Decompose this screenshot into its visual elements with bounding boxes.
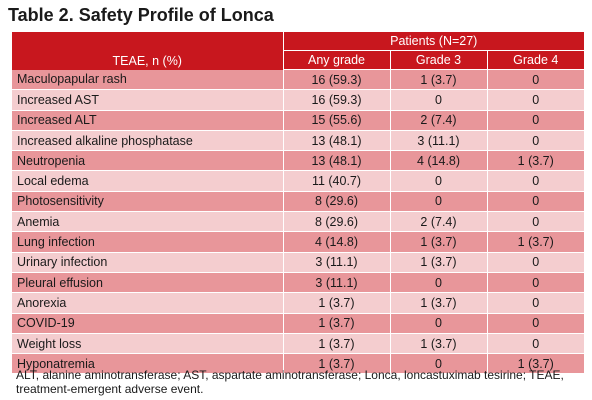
teae-name-cell: Increased AST	[12, 89, 283, 111]
grade-4-cell: 1 (3.7)	[486, 150, 584, 172]
grade-3-cell: 4 (14.8)	[389, 150, 487, 172]
teae-name-cell: Pleural effusion	[12, 272, 283, 294]
grade-4-cell: 0	[486, 333, 584, 355]
any-grade-cell: 16 (59.3)	[282, 69, 390, 91]
table-row: Anorexia 1 (3.7) 1 (3.7) 0	[12, 292, 584, 314]
any-grade-cell: 16 (59.3)	[282, 89, 390, 111]
patients-group-header: Patients (N=27)	[282, 32, 584, 51]
grade-4-cell: 0	[486, 69, 584, 91]
teae-column-header: TEAE, n (%)	[12, 32, 283, 70]
table-row: Pleural effusion 3 (11.1) 0 0	[12, 272, 584, 294]
table-row: Urinary infection 3 (11.1) 1 (3.7) 0	[12, 252, 584, 273]
any-grade-column-header: Any grade	[282, 50, 390, 70]
any-grade-cell: 4 (14.8)	[282, 231, 390, 253]
any-grade-cell: 1 (3.7)	[282, 292, 390, 314]
table-row: Increased AST 16 (59.3) 0 0	[12, 89, 584, 111]
grade-4-column-header: Grade 4	[486, 50, 584, 70]
table-row: Neutropenia 13 (48.1) 4 (14.8) 1 (3.7)	[12, 150, 584, 172]
table-body: Maculopapular rash 16 (59.3) 1 (3.7) 0 Incre…	[12, 69, 584, 375]
any-grade-cell: 1 (3.7)	[282, 333, 390, 355]
grade-4-cell: 0	[486, 170, 584, 192]
table-row: Hyponatremia 1 (3.7) 0 1 (3.7)	[12, 353, 584, 375]
teae-name-cell: Maculopapular rash	[12, 69, 283, 91]
grade-4-cell: 0	[486, 130, 584, 152]
teae-name-cell: Urinary infection	[12, 252, 283, 273]
grade-3-cell: 1 (3.7)	[389, 292, 487, 314]
any-grade-cell: 13 (48.1)	[282, 150, 390, 172]
header-row-columns: Any grade Grade 3 Grade 4	[12, 50, 584, 70]
header-row-group: TEAE, n (%) Patients (N=27)	[12, 32, 584, 70]
grade-3-column-header: Grade 3	[389, 50, 487, 70]
any-grade-cell: 13 (48.1)	[282, 130, 390, 152]
teae-name-cell: Anemia	[12, 211, 283, 233]
any-grade-cell: 15 (55.6)	[282, 110, 390, 131]
safety-profile-table: TEAE, n (%) Patients (N=27) Any grade Gr…	[12, 32, 584, 375]
grade-3-cell: 0	[389, 191, 487, 213]
grade-3-cell: 2 (7.4)	[389, 110, 487, 131]
grade-4-cell: 0	[486, 211, 584, 233]
table-row: Lung infection 4 (14.8) 1 (3.7) 1 (3.7)	[12, 231, 584, 253]
grade-3-cell: 1 (3.7)	[389, 69, 487, 91]
teae-name-cell: Increased ALT	[12, 110, 283, 131]
grade-3-cell: 1 (3.7)	[389, 333, 487, 355]
teae-name-cell: Neutropenia	[12, 150, 283, 172]
table-row: Photosensitivity 8 (29.6) 0 0	[12, 191, 584, 213]
table-row: Increased ALT 15 (55.6) 2 (7.4) 0	[12, 110, 584, 131]
teae-name-cell: COVID-19	[12, 313, 283, 334]
teae-name-cell: Local edema	[12, 170, 283, 192]
table-row: Maculopapular rash 16 (59.3) 1 (3.7) 0	[12, 69, 584, 91]
teae-name-cell: Hyponatremia	[12, 353, 283, 375]
any-grade-cell: 1 (3.7)	[282, 353, 390, 375]
table-title: Table 2. Safety Profile of Lonca	[8, 5, 274, 25]
table-footnote: ALT, alanine aminotransferase; AST, aspa…	[16, 368, 564, 396]
table-row: COVID-19 1 (3.7) 0 0	[12, 313, 584, 334]
grade-4-cell: 0	[486, 110, 584, 131]
grade-4-cell: 0	[486, 89, 584, 111]
table-row: Anemia 8 (29.6) 2 (7.4) 0	[12, 211, 584, 233]
any-grade-cell: 1 (3.7)	[282, 313, 390, 334]
table-row: Increased alkaline phosphatase 13 (48.1) 3…	[12, 130, 584, 152]
grade-4-cell: 1 (3.7)	[486, 231, 584, 253]
teae-name-cell: Anorexia	[12, 292, 283, 314]
grade-4-cell: 0	[486, 292, 584, 314]
grade-3-cell: 1 (3.7)	[389, 231, 487, 253]
any-grade-cell: 8 (29.6)	[282, 211, 390, 233]
any-grade-cell: 8 (29.6)	[282, 191, 390, 213]
any-grade-cell: 11 (40.7)	[282, 170, 390, 192]
grade-4-cell: 1 (3.7)	[486, 353, 584, 375]
teae-name-cell: Weight loss	[12, 333, 283, 355]
grade-3-cell: 3 (11.1)	[389, 130, 487, 152]
grade-3-cell: 0	[389, 313, 487, 334]
grade-3-cell: 0	[389, 89, 487, 111]
teae-name-cell: Lung infection	[12, 231, 283, 253]
grade-3-cell: 0	[389, 272, 487, 294]
grade-3-cell: 2 (7.4)	[389, 211, 487, 233]
grade-3-cell: 1 (3.7)	[389, 252, 487, 273]
table-row: Weight loss 1 (3.7) 1 (3.7) 0	[12, 333, 584, 355]
grade-4-cell: 0	[486, 252, 584, 273]
teae-name-cell: Photosensitivity	[12, 191, 283, 213]
table-row: Local edema 11 (40.7) 0 0	[12, 170, 584, 192]
grade-4-cell: 0	[486, 191, 584, 213]
grade-4-cell: 0	[486, 272, 584, 294]
any-grade-cell: 3 (11.1)	[282, 272, 390, 294]
grade-3-cell: 0	[389, 353, 487, 375]
any-grade-cell: 3 (11.1)	[282, 252, 390, 273]
grade-4-cell: 0	[486, 313, 584, 334]
teae-name-cell: Increased alkaline phosphatase	[12, 130, 283, 152]
grade-3-cell: 0	[389, 170, 487, 192]
